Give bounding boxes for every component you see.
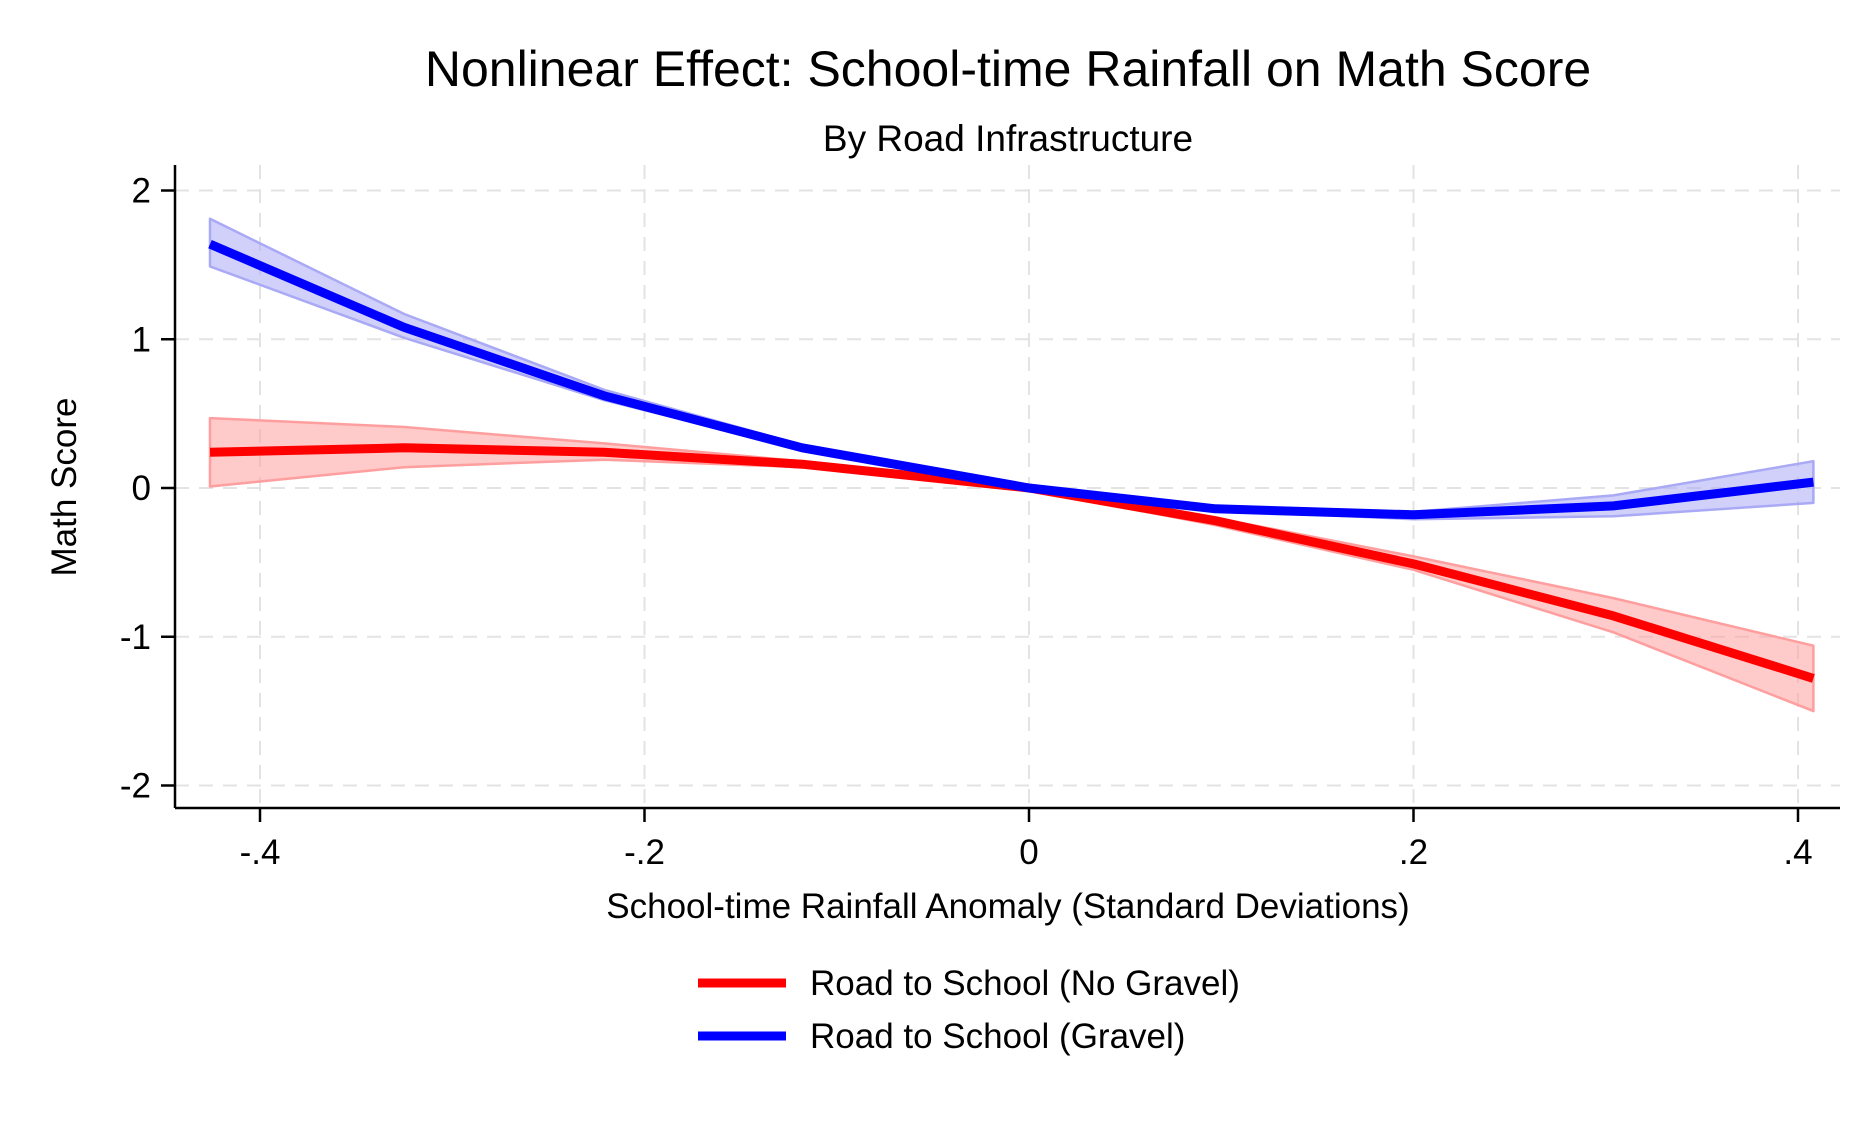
y-tick-label: -1 [120, 618, 151, 657]
x-tick-label: .2 [1399, 833, 1428, 872]
x-axis-label: School-time Rainfall Anomaly (Standard D… [606, 887, 1409, 926]
axes [173, 165, 1840, 810]
legend-label-2: Road to School (Gravel) [810, 1017, 1185, 1056]
chart-title: Nonlinear Effect: School-time Rainfall o… [425, 41, 1591, 97]
confidence-band-series-2 [208, 217, 1815, 521]
legend: Road to School (No Gravel) Road to School… [698, 964, 1240, 1056]
chart-subtitle: By Road Infrastructure [823, 118, 1193, 159]
x-tick-label: .4 [1783, 833, 1812, 872]
legend-label-1: Road to School (No Gravel) [810, 964, 1240, 1003]
y-tick-label: 2 [132, 172, 151, 211]
y-tick-label: 1 [132, 320, 151, 359]
y-axis-label: Math Score [45, 398, 84, 577]
confidence-band-series-1 [208, 416, 1815, 713]
series-line-2 [208, 239, 1814, 520]
x-tick-label: -.2 [624, 833, 665, 872]
x-tick-label: 0 [1019, 833, 1038, 872]
y-tick-label: -2 [120, 767, 151, 806]
series-lines [208, 239, 1815, 683]
y-tick-label: 0 [132, 469, 151, 508]
x-tick-label: -.4 [240, 833, 281, 872]
axis-ticks: -.4 -.2 0 .2 .4 2 1 0 -1 -2 [120, 172, 1813, 873]
